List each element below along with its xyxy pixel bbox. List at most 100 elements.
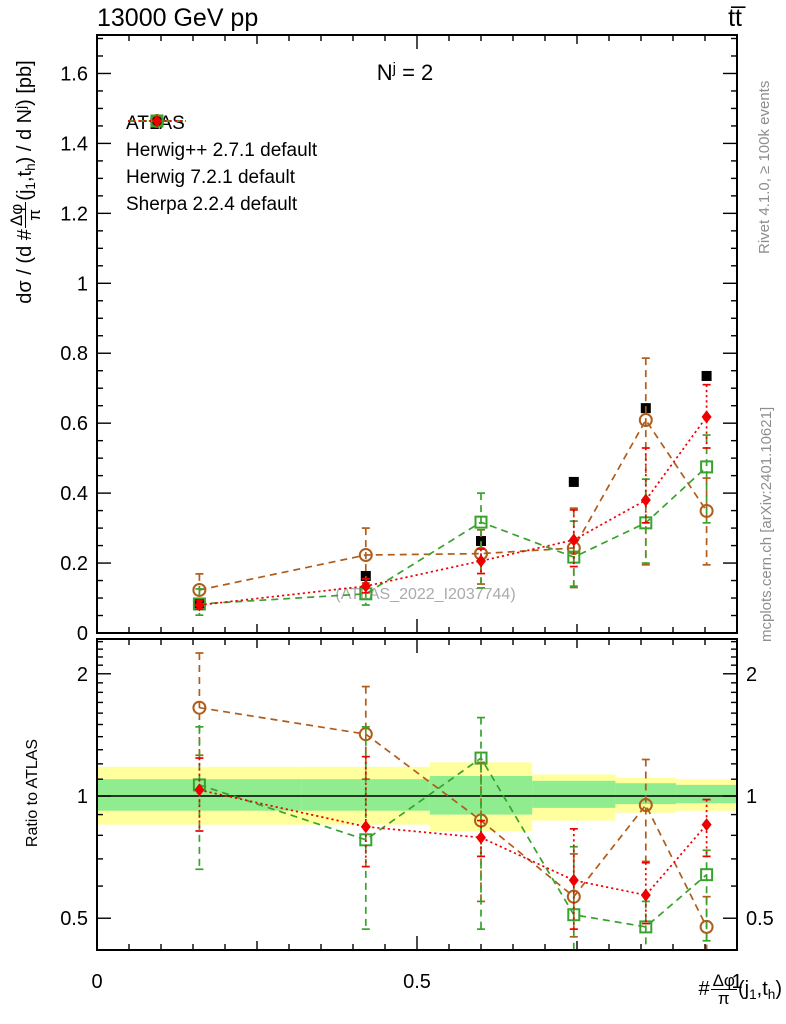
xlabel-args-mid: ,t: [756, 977, 768, 1000]
marker-filled-diamond: [640, 888, 651, 902]
main-y-tick-label: 1.4: [60, 133, 88, 155]
marker-open-square: [474, 515, 488, 529]
green-band-bin: [532, 780, 616, 808]
ylabel-sub1: 1: [22, 182, 38, 190]
main-y-axis-label: dσ / (d # Δφ π (j1,th) / d Nj) [pb]: [7, 26, 44, 338]
process-title: tt̅: [728, 4, 742, 32]
annotation-base: N: [376, 60, 393, 85]
series-line: [199, 466, 708, 605]
main-y-tick-label: 0.4: [60, 483, 88, 505]
series-line: [199, 789, 708, 897]
ylabel-mid: ) / d N: [13, 108, 36, 164]
selection-annotation: Nj = 2: [330, 60, 480, 86]
main-y-tick-label: 0.6: [60, 413, 88, 435]
marker-open-square: [567, 908, 581, 922]
x-tick-label: 0.5: [403, 971, 431, 993]
fraction-numerator: Δφ: [710, 971, 737, 990]
main-y-tick-label: 0: [77, 623, 88, 645]
fraction-denominator: π: [717, 989, 730, 1008]
marker-open-square: [700, 460, 714, 474]
xlabel-close: ): [775, 977, 782, 1000]
series-line: [199, 706, 708, 928]
series-line: [199, 416, 708, 606]
ylabel-sup: j: [12, 105, 28, 109]
marker-open-square: [700, 868, 714, 882]
marker-filled-diamond: [568, 873, 579, 887]
main-series-herwig-7-2-1-default: [192, 434, 714, 617]
marker-filled-diamond: [152, 114, 162, 128]
xlabel-sub1: 1: [749, 986, 757, 1002]
marker-filled-diamond: [476, 831, 486, 845]
ratio-y-tick-label-right: 0.5: [746, 908, 774, 930]
legend-item-label: Sherpa 2.2.4 default: [126, 193, 298, 215]
legend-item-herwig-7-2-1-default: Herwig 7.2.1 default: [126, 114, 317, 191]
ylabel-suffix: ) [pb]: [13, 60, 36, 106]
main-y-tick-label: 1: [77, 273, 88, 295]
rivet-version-note: Rivet 4.1.0, ≥ 100k events: [756, 80, 773, 254]
marker-filled-diamond: [476, 554, 486, 568]
beam-energy-title: 13000 GeV pp: [97, 4, 259, 32]
marker-filled-square: [476, 536, 486, 547]
main-y-tick-label: 0.2: [60, 553, 88, 575]
legend-item-sherpa-2-2-4-default: Sherpa 2.2.4 default: [126, 114, 317, 218]
ratio-series-herwig-7-2-1-default: [192, 716, 714, 950]
marker-open-square: [474, 751, 488, 765]
main-series-herwig-2-7-1-default: [192, 357, 714, 607]
marker-filled-diamond: [360, 820, 371, 834]
marker-filled-diamond: [640, 493, 651, 507]
series-line: [199, 418, 708, 591]
main-y-tick-label: 0.8: [60, 343, 88, 365]
marker-filled-diamond: [194, 783, 205, 797]
legend-marker-sherpa-2-2-4-default: [128, 114, 186, 128]
ylabel-prefix: dσ / (d #: [13, 229, 36, 304]
marker-filled-diamond: [701, 410, 712, 424]
ratio-y-tick-label-right: 1: [746, 786, 757, 808]
ratio-y-tick-label-left: 0.5: [60, 908, 88, 930]
marker-filled-diamond: [194, 598, 205, 612]
green-band-bin: [676, 784, 737, 804]
marker-filled-square: [568, 476, 579, 487]
xlabel-sub2: h: [767, 986, 776, 1002]
legend-item-label: Herwig++ 2.7.1 default: [126, 139, 318, 161]
main-y-tick-label: 1.6: [60, 63, 88, 85]
main-y-tick-label: 1.2: [60, 203, 88, 225]
marker-open-circle: [699, 503, 714, 518]
marker-open-circle: [358, 548, 373, 563]
ratio-y-tick-label-right: 2: [746, 664, 757, 686]
marker-open-circle: [699, 919, 714, 934]
marker-filled-square: [360, 570, 371, 581]
ratio-y-axis-label: Ratio to ATLAS: [24, 738, 41, 848]
xlabel-hash: #: [698, 977, 710, 1000]
delta-phi-over-pi-fraction: Δφ π: [710, 971, 737, 1008]
annotation-value: = 2: [395, 60, 434, 85]
analysis-watermark: (ATLAS_2022_I2037744): [335, 586, 516, 603]
marker-open-circle: [192, 700, 207, 715]
delta-phi-over-pi-fraction: Δφ π: [7, 201, 44, 229]
xlabel-args: (j: [737, 977, 750, 1000]
ratio-y-tick-label-left: 2: [77, 664, 88, 686]
x-tick-label: 0: [91, 971, 102, 993]
x-tick-label: 1: [731, 971, 742, 993]
main-series-sherpa-2-2-4-default: [194, 383, 712, 612]
ylabel-args: (j: [13, 189, 36, 201]
marker-open-circle: [192, 582, 207, 597]
annotation-superscript: j: [392, 60, 396, 78]
mcplots-note: mcplots.cern.ch [arXiv:2401.10621]: [758, 406, 775, 642]
marker-filled-diamond: [701, 818, 712, 832]
fraction-numerator: Δφ: [7, 201, 26, 229]
marker-filled-square: [701, 370, 712, 381]
green-band-bin: [615, 783, 677, 805]
marker-filled-diamond: [360, 579, 371, 593]
series-line: [199, 756, 708, 928]
ylabel-args-mid: ,t: [13, 170, 36, 183]
axis-ticks: [96, 35, 738, 950]
tick-labels: 0 0.2 0.4 0.6 0.8 1 1.2 1.4 1.6 2 2 1 1 0.5 0.5 0 0.5 1: [60, 63, 774, 993]
ylabel-sub2: h: [22, 163, 38, 171]
marker-open-circle: [638, 413, 653, 428]
marker-open-circle: [638, 798, 653, 813]
x-axis-label: # Δφ π (j1,th): [630, 972, 782, 1007]
legend-item-label: Herwig 7.2.1 default: [126, 166, 295, 188]
